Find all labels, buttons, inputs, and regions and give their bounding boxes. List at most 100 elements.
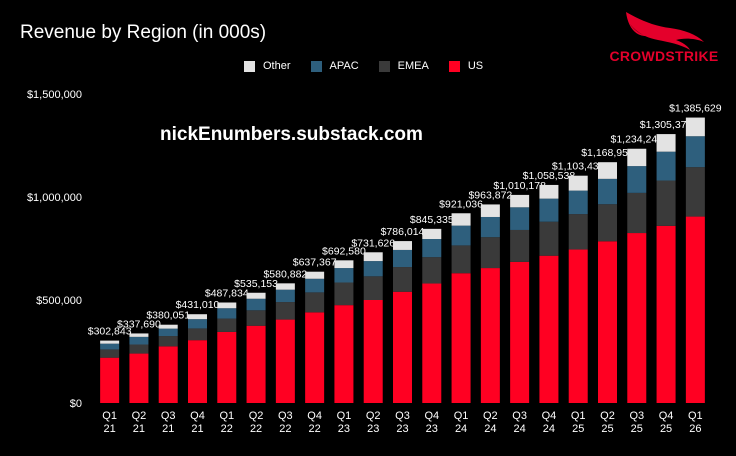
bar-segment-other [539, 184, 559, 199]
x-tick-label: 24 [543, 423, 555, 435]
legend-swatch [310, 60, 322, 72]
x-tick-label: Q3 [512, 410, 527, 422]
x-tick-label: 23 [367, 423, 379, 435]
total-label: $431,010 [176, 299, 220, 311]
x-tick-label: 22 [221, 423, 233, 435]
bar-segment-emea [627, 192, 647, 234]
bar-segment-emea [451, 245, 471, 274]
bar-segment-us [451, 273, 471, 403]
total-label: $1,168,952 [581, 147, 634, 159]
bar-segment-apac [129, 336, 149, 345]
bar-segment-other [510, 194, 530, 208]
bar-segment-apac [363, 261, 383, 277]
x-tick-label: 23 [396, 423, 408, 435]
bar-segment-us [158, 346, 178, 403]
bar-segment-us [334, 305, 354, 403]
x-tick-label: Q2 [483, 410, 498, 422]
x-tick-label: 25 [660, 423, 672, 435]
bar-segment-apac [158, 328, 178, 337]
y-tick-label: $0 [70, 398, 82, 410]
bar-segment-us [568, 249, 588, 403]
bar-segment-apac [393, 249, 412, 268]
x-tick-label: 24 [514, 423, 526, 435]
bar-segment-other [480, 204, 500, 217]
x-tick-label: Q1 [219, 410, 234, 422]
bar-segment-other [656, 134, 676, 152]
bar-segment-emea [275, 302, 295, 320]
x-tick-label: Q1 [688, 410, 703, 422]
x-tick-label: 24 [455, 423, 467, 435]
bar-segment-us [480, 268, 500, 403]
x-tick-label: 21 [104, 423, 116, 435]
bar-segment-apac [334, 268, 354, 283]
x-tick-label: Q4 [190, 410, 205, 422]
legend-swatch [378, 60, 390, 72]
bar-segment-apac [451, 225, 471, 246]
bar-segment-emea [568, 214, 588, 250]
chart-legend: Other APAC EMEA US [244, 58, 503, 74]
bar-segment-apac [627, 166, 647, 193]
legend-swatch [448, 60, 460, 72]
x-tick-label: Q4 [542, 410, 557, 422]
bar-segment-emea [656, 180, 676, 226]
bar-segment-emea [363, 276, 383, 300]
bar-segment-us [246, 325, 266, 403]
bar-segment-other [100, 340, 120, 344]
bar-segment-apac [598, 178, 617, 205]
legend-label: US [467, 60, 484, 72]
total-label: $1,058,538 [523, 170, 576, 182]
x-tick-label: Q2 [249, 410, 264, 422]
x-tick-label: Q3 [161, 410, 176, 422]
bar-segment-emea [129, 344, 149, 354]
total-label: $637,367 [293, 257, 337, 269]
x-tick-label: Q2 [366, 410, 381, 422]
x-tick-label: Q1 [454, 410, 469, 422]
x-tick-label: Q3 [629, 410, 644, 422]
brand-logo: CROWDSTRIKE [596, 8, 732, 68]
x-tick-label: 25 [572, 423, 584, 435]
bar-segment-apac [539, 198, 559, 222]
watermark-text: nickEnumbers.substack.com [160, 124, 423, 145]
x-tick-label: Q1 [102, 410, 117, 422]
total-label: $1,234,244 [611, 134, 664, 146]
bar-segment-apac [217, 308, 237, 319]
total-label: $380,051 [146, 310, 190, 322]
x-tick-label: 22 [279, 423, 291, 435]
bar-segment-apac [685, 136, 705, 168]
bar-segment-other [158, 324, 178, 329]
chart-title: Revenue by Region (in 000s) [20, 22, 267, 43]
bar-segment-apac [422, 239, 442, 258]
legend-label: APAC [329, 60, 359, 72]
legend-item-us: US [448, 60, 484, 72]
bar-segment-other [305, 271, 325, 279]
bar-segment-us [539, 255, 559, 403]
bar-segment-emea [188, 328, 207, 341]
total-label: $786,014 [381, 226, 425, 238]
total-label: $580,882 [263, 268, 307, 280]
bar-segment-us [275, 319, 295, 403]
x-tick-label: 26 [689, 423, 701, 435]
bar-segment-apac [100, 343, 120, 350]
legend-label: EMEA [397, 60, 429, 72]
bar-segment-apac [510, 207, 530, 230]
bar-segment-emea [217, 318, 237, 332]
x-tick-label: Q4 [424, 410, 439, 422]
falcon-icon [626, 12, 704, 50]
bar-segment-emea [685, 167, 705, 217]
x-tick-label: 22 [309, 423, 321, 435]
bar-segment-apac [656, 151, 676, 181]
legend-item-other: Other [244, 60, 291, 72]
bar-segment-us [598, 241, 617, 403]
brand-name: CROWDSTRIKE [609, 48, 719, 64]
x-tick-label: 22 [250, 423, 262, 435]
total-label: $963,872 [468, 189, 512, 201]
bar-segment-us [100, 357, 120, 403]
bar-segment-other [246, 292, 266, 299]
x-tick-label: Q1 [337, 410, 352, 422]
bar-segment-us [363, 300, 383, 403]
total-label: $731,626 [351, 237, 395, 249]
bar-segment-emea [334, 282, 354, 306]
bar-segment-apac [568, 190, 588, 215]
x-tick-label: Q3 [395, 410, 410, 422]
bar-segment-other [275, 283, 295, 290]
